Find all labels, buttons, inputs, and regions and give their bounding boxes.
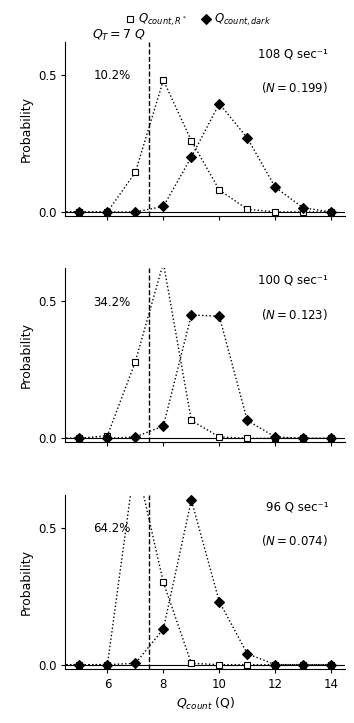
Legend: $Q_{count,R^*}$, $Q_{count,dark}$: $Q_{count,R^*}$, $Q_{count,dark}$ <box>120 7 276 33</box>
Text: 100 Q sec⁻¹: 100 Q sec⁻¹ <box>258 274 329 287</box>
Y-axis label: Probability: Probability <box>19 549 33 615</box>
Text: 10.2%: 10.2% <box>93 69 131 82</box>
Text: $(\mathit{N} = 0.074)$: $(\mathit{N} = 0.074)$ <box>261 533 329 548</box>
Text: 64.2%: 64.2% <box>93 522 131 535</box>
Y-axis label: Probability: Probability <box>19 322 33 388</box>
Text: $(\mathit{N} = 0.123)$: $(\mathit{N} = 0.123)$ <box>261 307 329 322</box>
X-axis label: $Q_{count}\ \mathrm{(Q)}$: $Q_{count}\ \mathrm{(Q)}$ <box>176 696 235 712</box>
Text: 96 Q sec⁻¹: 96 Q sec⁻¹ <box>266 500 329 513</box>
Text: 108 Q sec⁻¹: 108 Q sec⁻¹ <box>258 48 329 61</box>
Text: 34.2%: 34.2% <box>93 296 131 309</box>
Text: $(\mathit{N} = 0.199)$: $(\mathit{N} = 0.199)$ <box>261 80 329 95</box>
Text: $Q_T = 7\ Q$: $Q_T = 7\ Q$ <box>92 28 146 43</box>
Y-axis label: Probability: Probability <box>19 96 33 162</box>
